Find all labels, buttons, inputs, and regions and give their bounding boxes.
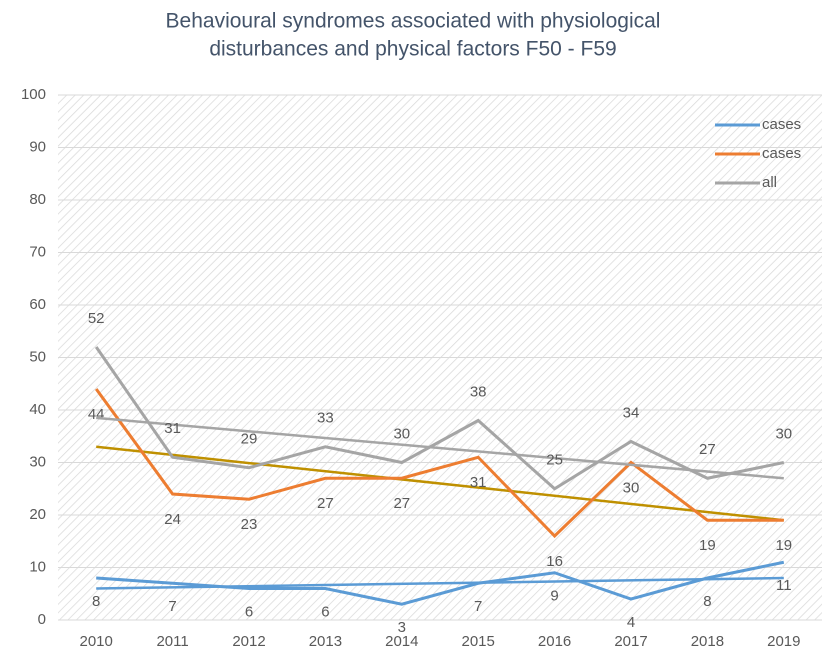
- data-label: 52: [88, 310, 105, 327]
- chart-title: disturbances and physical factors F50 - …: [209, 38, 616, 61]
- data-label: 29: [241, 431, 258, 448]
- data-label: 30: [623, 479, 640, 496]
- data-label: 31: [164, 420, 181, 437]
- data-label: 9: [550, 588, 558, 605]
- data-label: 3: [398, 619, 406, 636]
- y-tick-label: 70: [29, 243, 46, 260]
- y-tick-label: 0: [38, 611, 46, 628]
- y-tick-label: 60: [29, 296, 46, 313]
- data-label: 19: [699, 537, 716, 554]
- data-label: 31: [470, 474, 487, 491]
- data-label: 19: [775, 537, 792, 554]
- data-label: 27: [317, 495, 334, 512]
- data-label: 24: [164, 511, 181, 528]
- series-line: [94, 346, 785, 491]
- y-tick-label: 30: [29, 453, 46, 470]
- chart-title: Behavioural syndromes associated with ph…: [166, 10, 661, 33]
- data-label: 33: [317, 410, 334, 427]
- legend-label: cases: [762, 116, 801, 133]
- data-label: 6: [245, 603, 253, 620]
- data-label: 6: [321, 603, 329, 620]
- x-tick-label: 2018: [691, 633, 724, 649]
- data-label: 11: [776, 577, 792, 594]
- data-label: 4: [627, 614, 635, 631]
- x-tick-label: 2015: [462, 633, 495, 649]
- x-tick-label: 2019: [767, 633, 800, 649]
- data-label: 8: [92, 593, 100, 610]
- data-label: 27: [699, 441, 716, 458]
- data-label: 25: [546, 452, 563, 469]
- x-tick-label: 2017: [614, 633, 647, 649]
- data-label: 44: [88, 406, 105, 423]
- legend-label: all: [762, 174, 777, 191]
- data-label: 34: [623, 404, 640, 421]
- series-line: [94, 388, 784, 539]
- x-tick-label: 2011: [156, 633, 188, 649]
- x-tick-label: 2010: [80, 633, 113, 649]
- trend-line: [96, 416, 784, 480]
- x-tick-label: 2014: [385, 633, 418, 649]
- data-label: 8: [703, 593, 711, 610]
- y-tick-label: 80: [29, 191, 46, 208]
- y-tick-label: 100: [21, 86, 46, 103]
- x-tick-label: 2016: [538, 633, 571, 649]
- data-label: 27: [393, 495, 410, 512]
- x-tick-label: 2012: [232, 633, 265, 649]
- data-label: 38: [470, 383, 487, 400]
- data-label: 7: [168, 598, 176, 615]
- y-tick-label: 90: [29, 138, 46, 155]
- y-tick-label: 10: [29, 558, 46, 575]
- y-tick-label: 40: [29, 401, 46, 418]
- data-label: 16: [546, 553, 563, 570]
- series-line: [96, 560, 785, 606]
- legend-label: cases: [762, 145, 801, 162]
- y-tick-label: 50: [29, 348, 46, 365]
- data-label: 30: [775, 425, 792, 442]
- data-label: 23: [241, 516, 258, 533]
- data-label: 7: [474, 598, 482, 615]
- y-tick-label: 20: [29, 506, 46, 523]
- data-label: 30: [393, 425, 410, 442]
- x-tick-label: 2013: [309, 633, 342, 649]
- trend-line: [96, 445, 784, 522]
